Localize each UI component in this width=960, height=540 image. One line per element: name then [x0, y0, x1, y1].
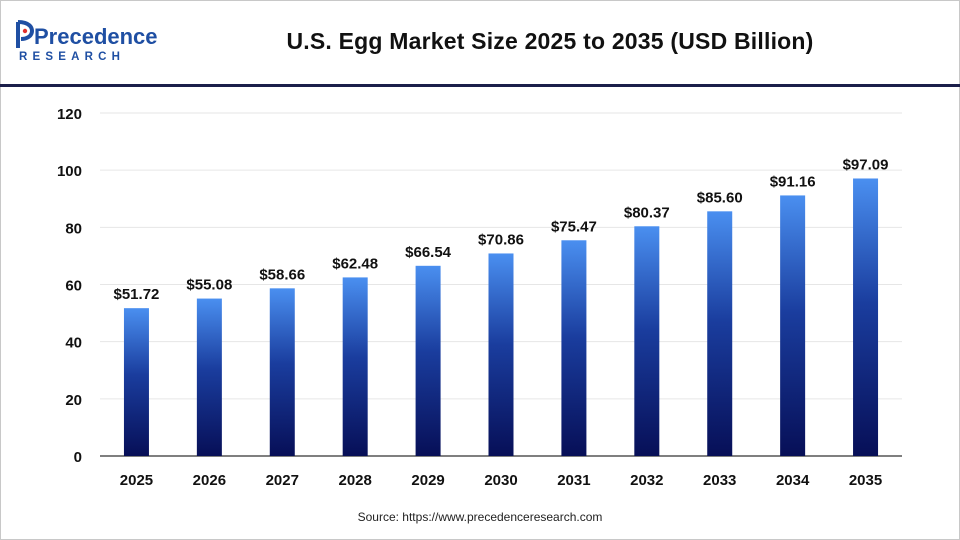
y-tick-label: 40: [65, 335, 82, 352]
data-label-2032: $80.37: [624, 204, 670, 221]
y-tick-label: 100: [57, 163, 82, 180]
header-divider: [0, 84, 960, 87]
data-label-2027: $58.66: [259, 266, 305, 283]
precedence-research-logo: Precedence RESEARCH: [16, 20, 158, 63]
header: Precedence RESEARCH U.S. Egg Market Size…: [0, 0, 960, 86]
logo-subtext: RESEARCH: [19, 51, 125, 63]
data-label-2025: $51.72: [114, 286, 160, 303]
y-tick-label: 80: [65, 220, 82, 237]
data-label-2033: $85.60: [697, 189, 743, 206]
axes: 0 20 40 60 80 100 120 2025 2026 2027 2028 2029 2030 2…: [57, 106, 902, 489]
data-label-2030: $70.86: [478, 231, 524, 248]
data-label-2031: $75.47: [551, 218, 597, 235]
x-tick-label-2025: 2025: [120, 472, 153, 489]
bar-chart: 0 20 40 60 80 100 120 2025 2026 2027 2028 2029 2030 2…: [57, 106, 902, 489]
logo-mark-icon: [16, 20, 35, 48]
data-label-2035: $97.09: [843, 156, 889, 173]
y-tick-label: 20: [65, 392, 82, 409]
data-label-2034: $91.16: [770, 173, 816, 190]
x-tick-label-2035: 2035: [849, 472, 882, 489]
y-tick-label: 60: [65, 278, 82, 295]
x-tick-label-2030: 2030: [484, 472, 517, 489]
bar-2030: [488, 253, 514, 456]
bar-2029: [415, 265, 441, 456]
source-note: Source: https://www.precedenceresearch.c…: [357, 510, 603, 524]
x-tick-label-2034: 2034: [776, 472, 810, 489]
bar-2028: [342, 277, 368, 456]
x-tick-label-2027: 2027: [266, 472, 299, 489]
bar-2027: [269, 288, 295, 456]
bar-2034: [780, 195, 806, 456]
x-tick-label-2033: 2033: [703, 472, 736, 489]
chart-title: U.S. Egg Market Size 2025 to 2035 (USD B…: [286, 28, 814, 54]
data-label-2028: $62.48: [332, 255, 378, 272]
x-tick-label-2028: 2028: [338, 472, 371, 489]
y-tick-label: 120: [57, 106, 82, 123]
x-tick-label-2031: 2031: [557, 472, 590, 489]
x-tick-label-2032: 2032: [630, 472, 663, 489]
x-tick-label-2026: 2026: [193, 472, 226, 489]
bars: [123, 178, 879, 456]
data-labels: $51.72 $55.08 $58.66 $62.48 $66.54 $70.86 $75.…: [114, 156, 889, 303]
bar-2032: [634, 226, 660, 456]
bar-2031: [561, 240, 587, 456]
logo-wordmark: Precedence: [34, 24, 158, 49]
bar-2026: [196, 298, 222, 456]
y-tick-label: 0: [74, 449, 82, 466]
bar-2035: [853, 178, 879, 456]
bar-2025: [123, 308, 149, 456]
x-tick-label-2029: 2029: [411, 472, 444, 489]
data-label-2026: $55.08: [186, 277, 232, 294]
bar-2033: [707, 211, 733, 456]
data-label-2029: $66.54: [405, 244, 452, 261]
